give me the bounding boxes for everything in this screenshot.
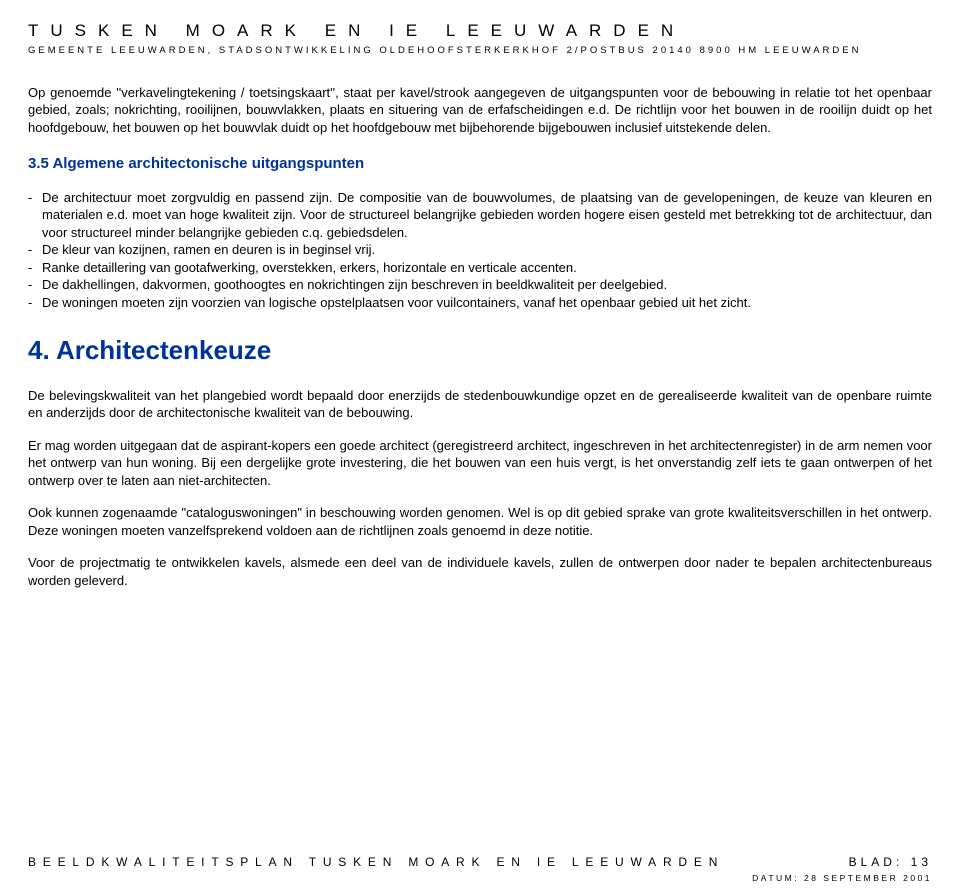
list-item-text: De dakhellingen, dakvormen, goothoogtes … xyxy=(42,276,932,294)
chapter-4-para: Voor de projectmatig te ontwikkelen kave… xyxy=(28,554,932,589)
header-title: TUSKEN MOARK EN IE LEEUWARDEN xyxy=(28,20,932,43)
list-item: - De woningen moeten zijn voorzien van l… xyxy=(28,294,932,312)
dash-icon: - xyxy=(28,259,42,277)
list-item: - De architectuur moet zorgvuldig en pas… xyxy=(28,189,932,242)
chapter-4-para: De belevingskwaliteit van het plangebied… xyxy=(28,387,932,422)
page-footer: BEELDKWALITEITSPLAN TUSKEN MOARK EN IE L… xyxy=(28,854,932,884)
list-item-text: De architectuur moet zorgvuldig en passe… xyxy=(42,189,932,242)
dash-icon: - xyxy=(28,189,42,242)
list-item: - De kleur van kozijnen, ramen en deuren… xyxy=(28,241,932,259)
list-item: - De dakhellingen, dakvormen, goothoogte… xyxy=(28,276,932,294)
header-subtitle: GEMEENTE LEEUWARDEN, STADSONTWIKKELING O… xyxy=(28,45,932,58)
intro-paragraph: Op genoemde ''verkavelingtekening / toet… xyxy=(28,84,932,137)
list-item-text: De woningen moeten zijn voorzien van log… xyxy=(42,294,932,312)
list-item-text: Ranke detaillering van gootafwerking, ov… xyxy=(42,259,932,277)
footer-left: BEELDKWALITEITSPLAN TUSKEN MOARK EN IE L… xyxy=(28,854,849,870)
chapter-4-para: Er mag worden uitgegaan dat de aspirant-… xyxy=(28,437,932,490)
chapter-4-para: Ook kunnen zogenaamde "cataloguswoningen… xyxy=(28,504,932,539)
section-3-5-list: - De architectuur moet zorgvuldig en pas… xyxy=(28,189,932,312)
dash-icon: - xyxy=(28,276,42,294)
list-item: - Ranke detaillering van gootafwerking, … xyxy=(28,259,932,277)
footer-page-number: BLAD: 13 xyxy=(849,854,932,870)
footer-date: DATUM: 28 SEPTEMBER 2001 xyxy=(28,873,932,884)
section-3-5-heading: 3.5 Algemene architectonische uitgangspu… xyxy=(28,154,932,174)
chapter-4-heading: 4. Architectenkeuze xyxy=(28,333,932,368)
list-item-text: De kleur van kozijnen, ramen en deuren i… xyxy=(42,241,932,259)
dash-icon: - xyxy=(28,241,42,259)
dash-icon: - xyxy=(28,294,42,312)
